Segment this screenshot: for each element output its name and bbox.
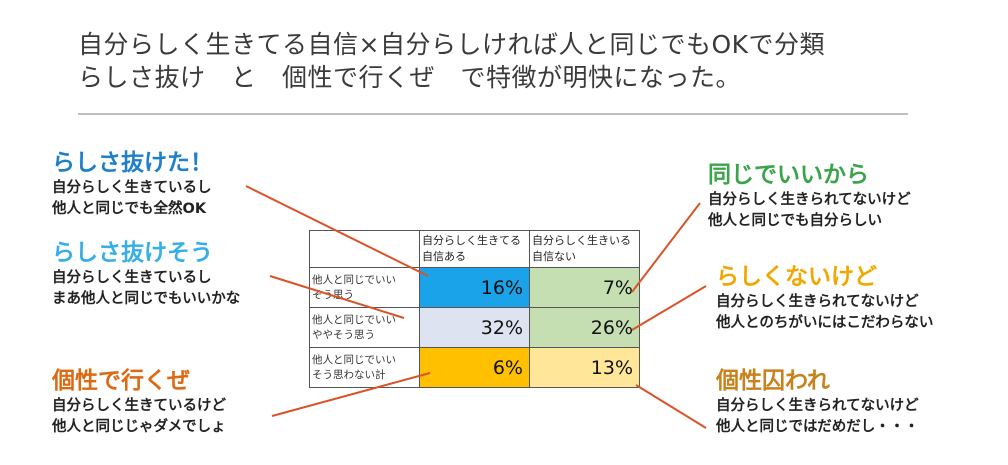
label-heading: 同じでいいから — [708, 162, 869, 188]
value-cell: 13% — [529, 347, 640, 388]
connector-mid-right — [631, 285, 707, 331]
classification-table: 自分らしく生きてる 自信ある 自分らしく生きいる 自信ない 他人と同じでいい そ… — [309, 230, 640, 388]
col-header-line-1: 自分らしく生きてる — [422, 234, 521, 247]
label-desc-2: 他人とのちがいにはこだわらない — [716, 315, 934, 331]
value-cell: 26% — [529, 307, 640, 348]
label-onaji-de-iikara: 同じでいいから 自分らしく生きられてないけど 他人と同じでも自分らしい — [708, 160, 911, 232]
title-divider — [78, 113, 908, 115]
label-desc-1: 自分らしく生きているけど — [52, 398, 226, 414]
table-row: 他人と同じでいい そう思わない計 6% 13% — [309, 347, 640, 388]
col-header-line-1: 自分らしく生きいる — [532, 234, 631, 247]
row-header-line-2: そう思わない計 — [312, 368, 386, 381]
col-header-line-2: 自信ない — [532, 250, 576, 263]
col-header-not-confident: 自分らしく生きいる 自信ない — [529, 230, 640, 268]
row-header: 他人と同じでいい そう思わない計 — [309, 347, 420, 388]
col-header-line-2: 自信ある — [422, 250, 466, 263]
label-heading: らしさ抜けそう — [52, 240, 213, 266]
label-kosei-de-ikuze: 個性で行くぜ 自分らしく生きているけど 他人と同じじゃダメでしょ — [52, 366, 226, 438]
table-corner-cell — [309, 230, 420, 268]
row-header-line-1: 他人と同じでいい — [312, 273, 396, 286]
connector-bot-right — [635, 384, 707, 429]
table-row: 他人と同じでいい ややそう思う 32% 26% — [309, 307, 640, 348]
label-heading: らしくないけど — [716, 264, 877, 290]
label-desc-1: 自分らしく生きられてないけど — [716, 398, 919, 414]
title-line-2: らしさ抜け と 個性で行くぜ で特徴が明快になった。 — [78, 63, 742, 92]
col-header-confident: 自分らしく生きてる 自信ある — [419, 230, 530, 268]
value-cell: 6% — [419, 347, 530, 388]
row-header: 他人と同じでいい ややそう思う — [309, 307, 420, 348]
label-desc-2: 他人と同じじゃダメでしょ — [52, 419, 226, 435]
row-header: 他人と同じでいい そう思う — [309, 267, 420, 308]
label-desc-2: 他人と同じでも自分らしい — [708, 213, 882, 229]
label-desc-1: 自分らしく生きられてないけど — [716, 294, 919, 310]
title-line-1: 自分らしく生きてる自信×自分らしければ人と同じでもOKで分類 — [78, 30, 826, 59]
label-desc-2: 他人と同じではだめだし・・・ — [716, 419, 919, 435]
label-heading: らしさ抜けた！ — [52, 150, 213, 176]
label-desc-1: 自分らしく生きているし — [52, 270, 212, 286]
value-cell: 7% — [529, 267, 640, 308]
value-cell: 16% — [419, 267, 530, 308]
label-desc-1: 自分らしく生きられてないけど — [708, 192, 911, 208]
label-rashisa-nuketa: らしさ抜けた！ 自分らしく生きているし 他人と同じでも全然OK — [52, 148, 213, 220]
label-kosei-toraware: 個性囚われ 自分らしく生きられてないけど 他人と同じではだめだし・・・ — [716, 366, 919, 438]
value-cell: 32% — [419, 307, 530, 348]
slide-title: 自分らしく生きてる自信×自分らしければ人と同じでもOKで分類 らしさ抜け と 個… — [78, 28, 825, 94]
label-rashisa-nukesou: らしさ抜けそう 自分らしく生きているし まあ他人と同じでもいいかな — [52, 238, 240, 310]
label-heading: 個性で行くぜ — [52, 368, 190, 394]
row-header-line-2: そう思う — [312, 288, 354, 301]
connector-top-right — [631, 202, 701, 293]
label-heading: 個性囚われ — [716, 368, 830, 394]
row-header-line-1: 他人と同じでいい — [312, 353, 396, 366]
label-desc-1: 自分らしく生きているし — [52, 180, 212, 196]
row-header-line-1: 他人と同じでいい — [312, 313, 396, 326]
table-header-row: 自分らしく生きてる 自信ある 自分らしく生きいる 自信ない — [309, 230, 640, 268]
label-desc-2: まあ他人と同じでもいいかな — [52, 291, 241, 307]
table-row: 他人と同じでいい そう思う 16% 7% — [309, 267, 640, 308]
label-rashikunaikedo: らしくないけど 自分らしく生きられてないけど 他人とのちがいにはこだわらない — [716, 262, 933, 334]
row-header-line-2: ややそう思う — [312, 328, 375, 341]
label-desc-2: 他人と同じでも全然OK — [52, 201, 207, 217]
